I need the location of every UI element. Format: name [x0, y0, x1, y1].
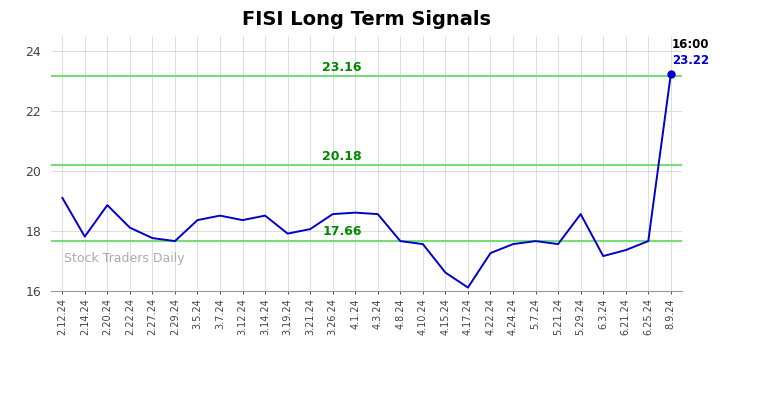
Text: 23.22: 23.22: [672, 54, 709, 67]
Text: 23.16: 23.16: [322, 60, 362, 74]
Text: Stock Traders Daily: Stock Traders Daily: [64, 252, 184, 265]
Text: 16:00: 16:00: [672, 38, 710, 51]
Title: FISI Long Term Signals: FISI Long Term Signals: [242, 10, 491, 29]
Text: 20.18: 20.18: [322, 150, 362, 163]
Text: 17.66: 17.66: [322, 225, 362, 238]
